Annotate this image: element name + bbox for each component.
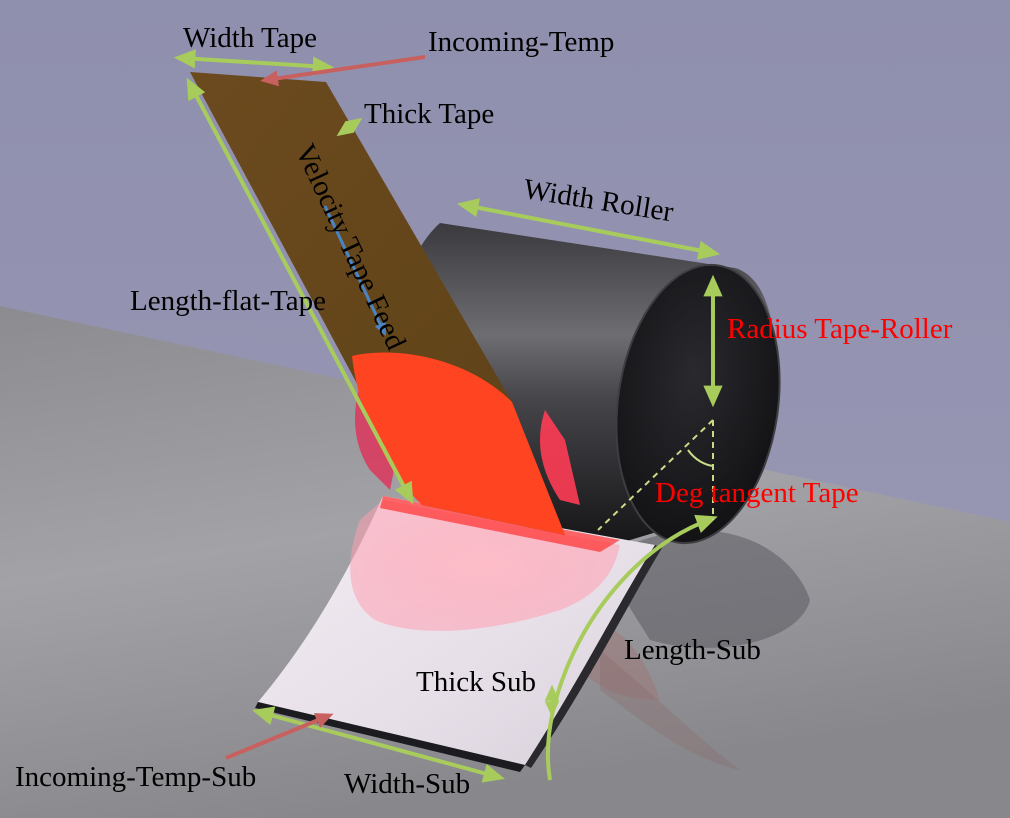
label-thick-sub: Thick Sub: [416, 666, 537, 698]
label-radius-tape-roller: Radius Tape-Roller: [727, 313, 953, 345]
length-flat-tape-arrow: [186, 77, 414, 505]
substrate-side-edge: [525, 545, 662, 768]
thick-tape-arrow: [336, 117, 363, 137]
width-sub-arrow: [252, 706, 505, 783]
nip-heat-line: [380, 496, 620, 552]
incoming-temp-sub-arrow: [225, 713, 334, 760]
incoming-temp-arrow: [260, 55, 426, 87]
tangent-slant-line: [597, 419, 714, 531]
tape-shadow: [600, 650, 740, 770]
width-tape-arrow: [173, 49, 335, 76]
label-incoming-temp-sub: Incoming-Temp-Sub: [15, 761, 257, 793]
velocity-arrow: [323, 205, 386, 337]
label-length-flat-tape: Length-flat-Tape: [130, 285, 327, 317]
length-sub-arrow: [545, 514, 718, 781]
width-roller-arrow: [456, 198, 721, 260]
tangent-angle-arc: [687, 449, 714, 467]
label-width-tape: Width Tape: [183, 22, 317, 54]
label-incoming-temp: Incoming-Temp: [428, 26, 615, 58]
roller-heat-glow-right: [540, 410, 580, 505]
roller-cap-rim: [615, 263, 781, 545]
label-thick-tape: Thick Tape: [364, 98, 495, 130]
label-width-sub: Width-Sub: [344, 768, 471, 800]
label-deg-tangent-tape: Deg tangent Tape: [655, 477, 859, 509]
label-length-sub: Length-Sub: [624, 634, 761, 666]
